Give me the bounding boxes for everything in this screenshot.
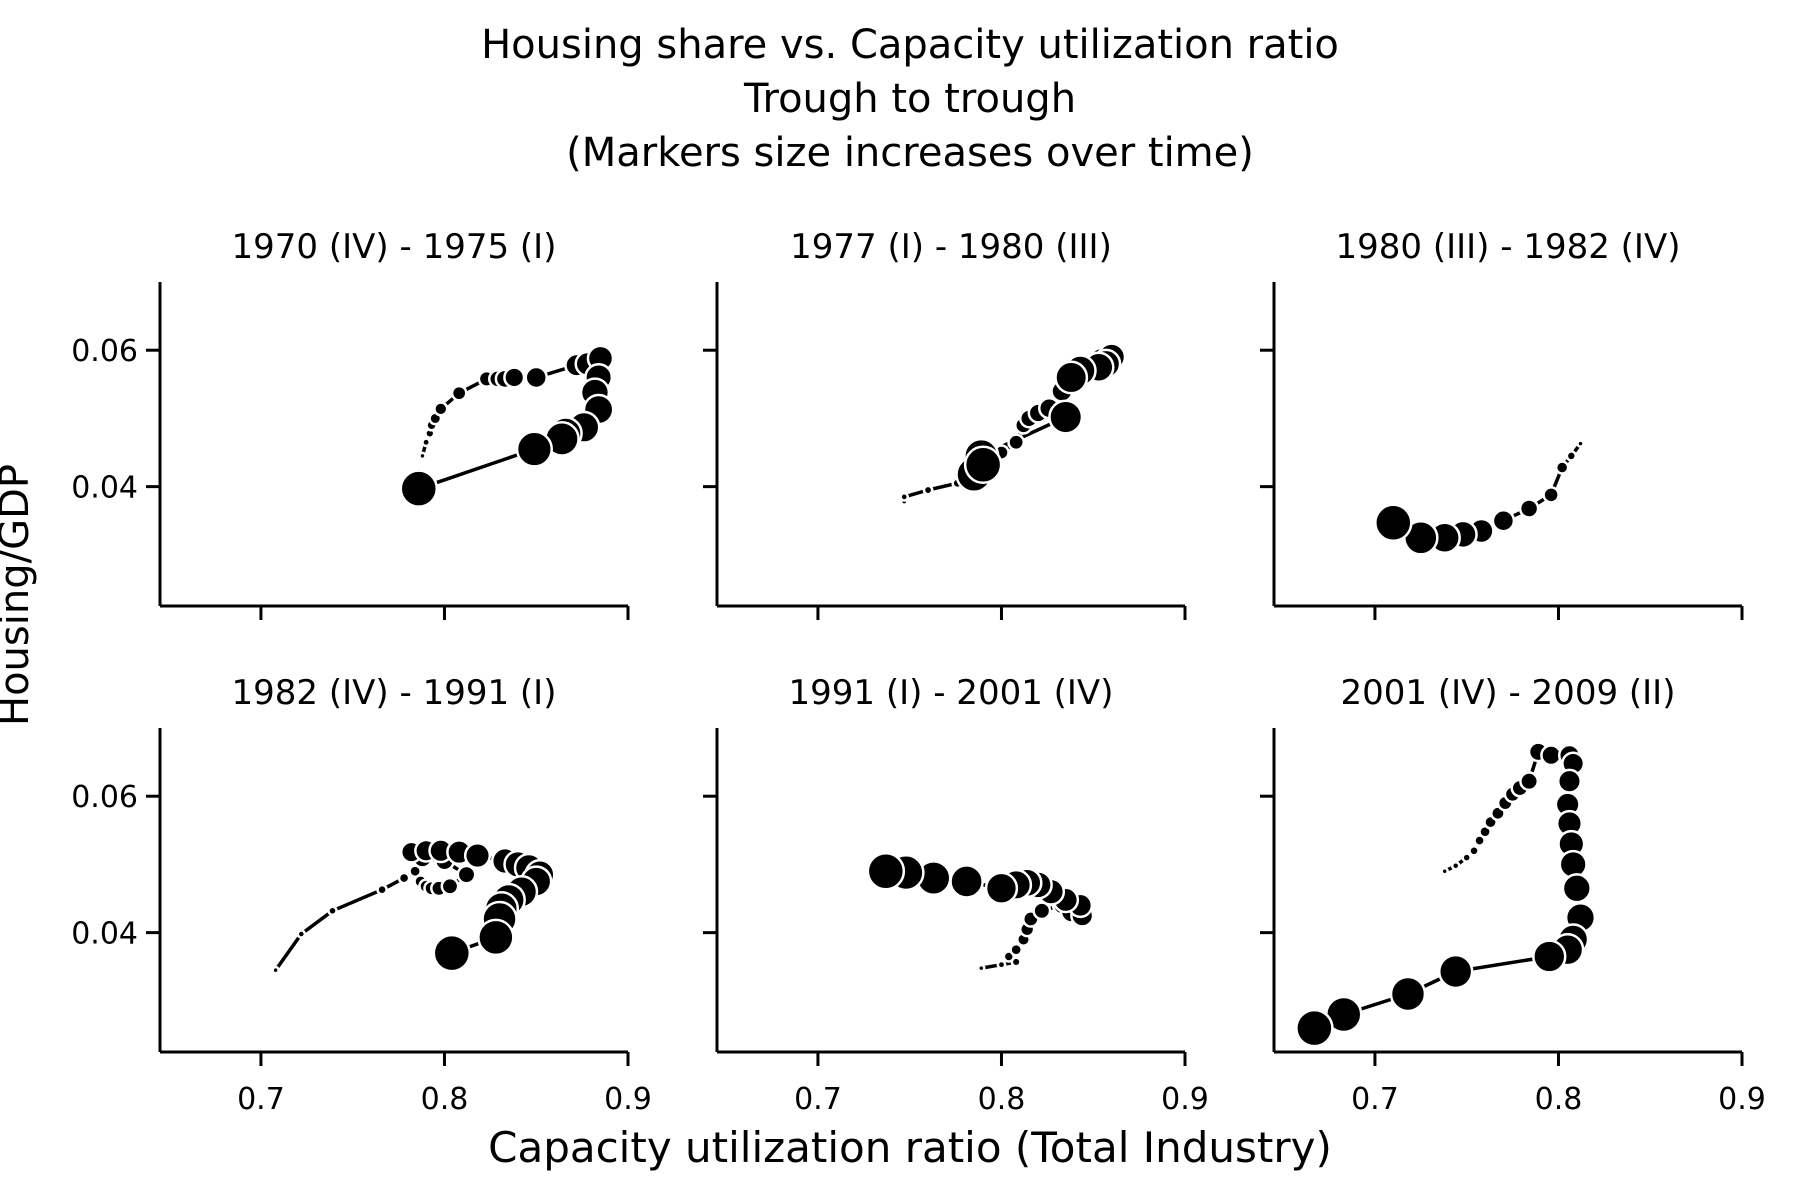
data-point (1540, 744, 1563, 767)
data-point (463, 841, 492, 870)
data-point (1518, 498, 1540, 519)
x-tick-label: 0.8 (1535, 1082, 1583, 1117)
x-axis-label: Capacity utilization ratio (Total Indust… (488, 1123, 1332, 1172)
x-tick-label: 0.8 (421, 1082, 469, 1117)
subplot-2: 1977 (I) - 1980 (III) (703, 227, 1187, 620)
x-tick-label: 0.7 (237, 1082, 285, 1117)
data-point (397, 871, 411, 885)
data-point (1007, 433, 1026, 452)
subplot-title: 1991 (I) - 2001 (IV) (789, 673, 1114, 713)
x-tick-label: 0.7 (794, 1082, 842, 1117)
subplot-title: 2001 (IV) - 2009 (II) (1341, 673, 1676, 713)
data-point (1437, 953, 1474, 990)
subplot-title: 1977 (I) - 1980 (III) (790, 227, 1112, 267)
data-point (271, 965, 280, 975)
data-point (1374, 503, 1413, 543)
data-point (1519, 771, 1540, 792)
subplot-title: 1982 (IV) - 1991 (I) (232, 673, 557, 713)
data-point (996, 959, 1007, 970)
data-point (296, 929, 307, 939)
data-point (418, 451, 427, 461)
data-point (963, 445, 1003, 485)
data-point (1556, 768, 1583, 794)
data-point (376, 883, 388, 896)
data-point (977, 963, 986, 973)
data-point (1048, 399, 1084, 435)
y-axis-label: Housing/GDP (0, 464, 38, 726)
data-point (1542, 486, 1560, 504)
data-point (1468, 844, 1480, 857)
subplot-title: 1970 (IV) - 1975 (I) (232, 227, 557, 267)
data-point (399, 469, 439, 508)
data-point (440, 876, 460, 896)
data-point (1561, 873, 1592, 904)
subplot-3: 1980 (III) - 1982 (IV) (1260, 227, 1744, 620)
data-point (432, 933, 472, 973)
x-tick-label: 0.9 (604, 1082, 652, 1117)
x-tick-label: 0.9 (1161, 1082, 1209, 1117)
subplot-grid: 1970 (IV) - 1975 (I) 0.04 0.06 1977 (I) - 1… (71, 227, 1766, 1117)
data-point (421, 437, 432, 448)
data-point (1532, 939, 1567, 974)
y-tick-label: 0.04 (71, 917, 138, 952)
data-point (1461, 852, 1472, 863)
data-point (1009, 942, 1024, 957)
data-point (477, 918, 515, 957)
data-point (984, 871, 1019, 905)
data-point (450, 384, 468, 402)
x-tick-label: 0.7 (1351, 1082, 1399, 1117)
data-point (922, 484, 934, 496)
data-point (503, 366, 526, 389)
data-point (899, 492, 910, 502)
subplot-title: 1980 (III) - 1982 (IV) (1336, 227, 1681, 267)
data-point (524, 365, 548, 390)
subplot-1: 1970 (IV) - 1975 (I) 0.04 0.06 (71, 227, 630, 620)
data-point (1054, 360, 1089, 395)
figure-title: Housing share vs. Capacity utilization r… (481, 22, 1339, 176)
y-tick-label: 0.04 (71, 471, 138, 506)
x-tick-label: 0.9 (1718, 1082, 1766, 1117)
data-point (1389, 975, 1427, 1013)
data-point (1554, 460, 1570, 475)
x-tick-label: 0.8 (978, 1082, 1026, 1117)
data-point (456, 864, 477, 885)
data-point (327, 905, 338, 917)
subplot-6: 2001 (IV) - 2009 (II) 0.7 0.8 0.9 (1260, 673, 1766, 1117)
title-line: Housing share vs. Capacity utilization r… (481, 22, 1339, 68)
data-point (1491, 508, 1516, 533)
data-point (1576, 439, 1585, 448)
data-point (1440, 866, 1449, 876)
title-line: Trough to trough (743, 76, 1076, 122)
title-line: (Markers size increases over time) (566, 130, 1254, 176)
data-point (866, 851, 906, 891)
data-point (1032, 901, 1052, 921)
data-point (949, 864, 984, 899)
data-point (1295, 1008, 1334, 1048)
data-point (515, 430, 553, 468)
data-point (1565, 450, 1578, 462)
subplot-4: 1982 (IV) - 1991 (I) 0.7 0.8 0.9 0.04 0.06 (71, 673, 652, 1117)
y-tick-label: 0.06 (71, 334, 138, 369)
data-point (1450, 861, 1461, 871)
subplot-5: 1991 (I) - 2001 (IV) 0.7 0.8 0.9 (703, 673, 1209, 1117)
data-point (433, 401, 449, 417)
y-tick-label: 0.06 (71, 780, 138, 815)
